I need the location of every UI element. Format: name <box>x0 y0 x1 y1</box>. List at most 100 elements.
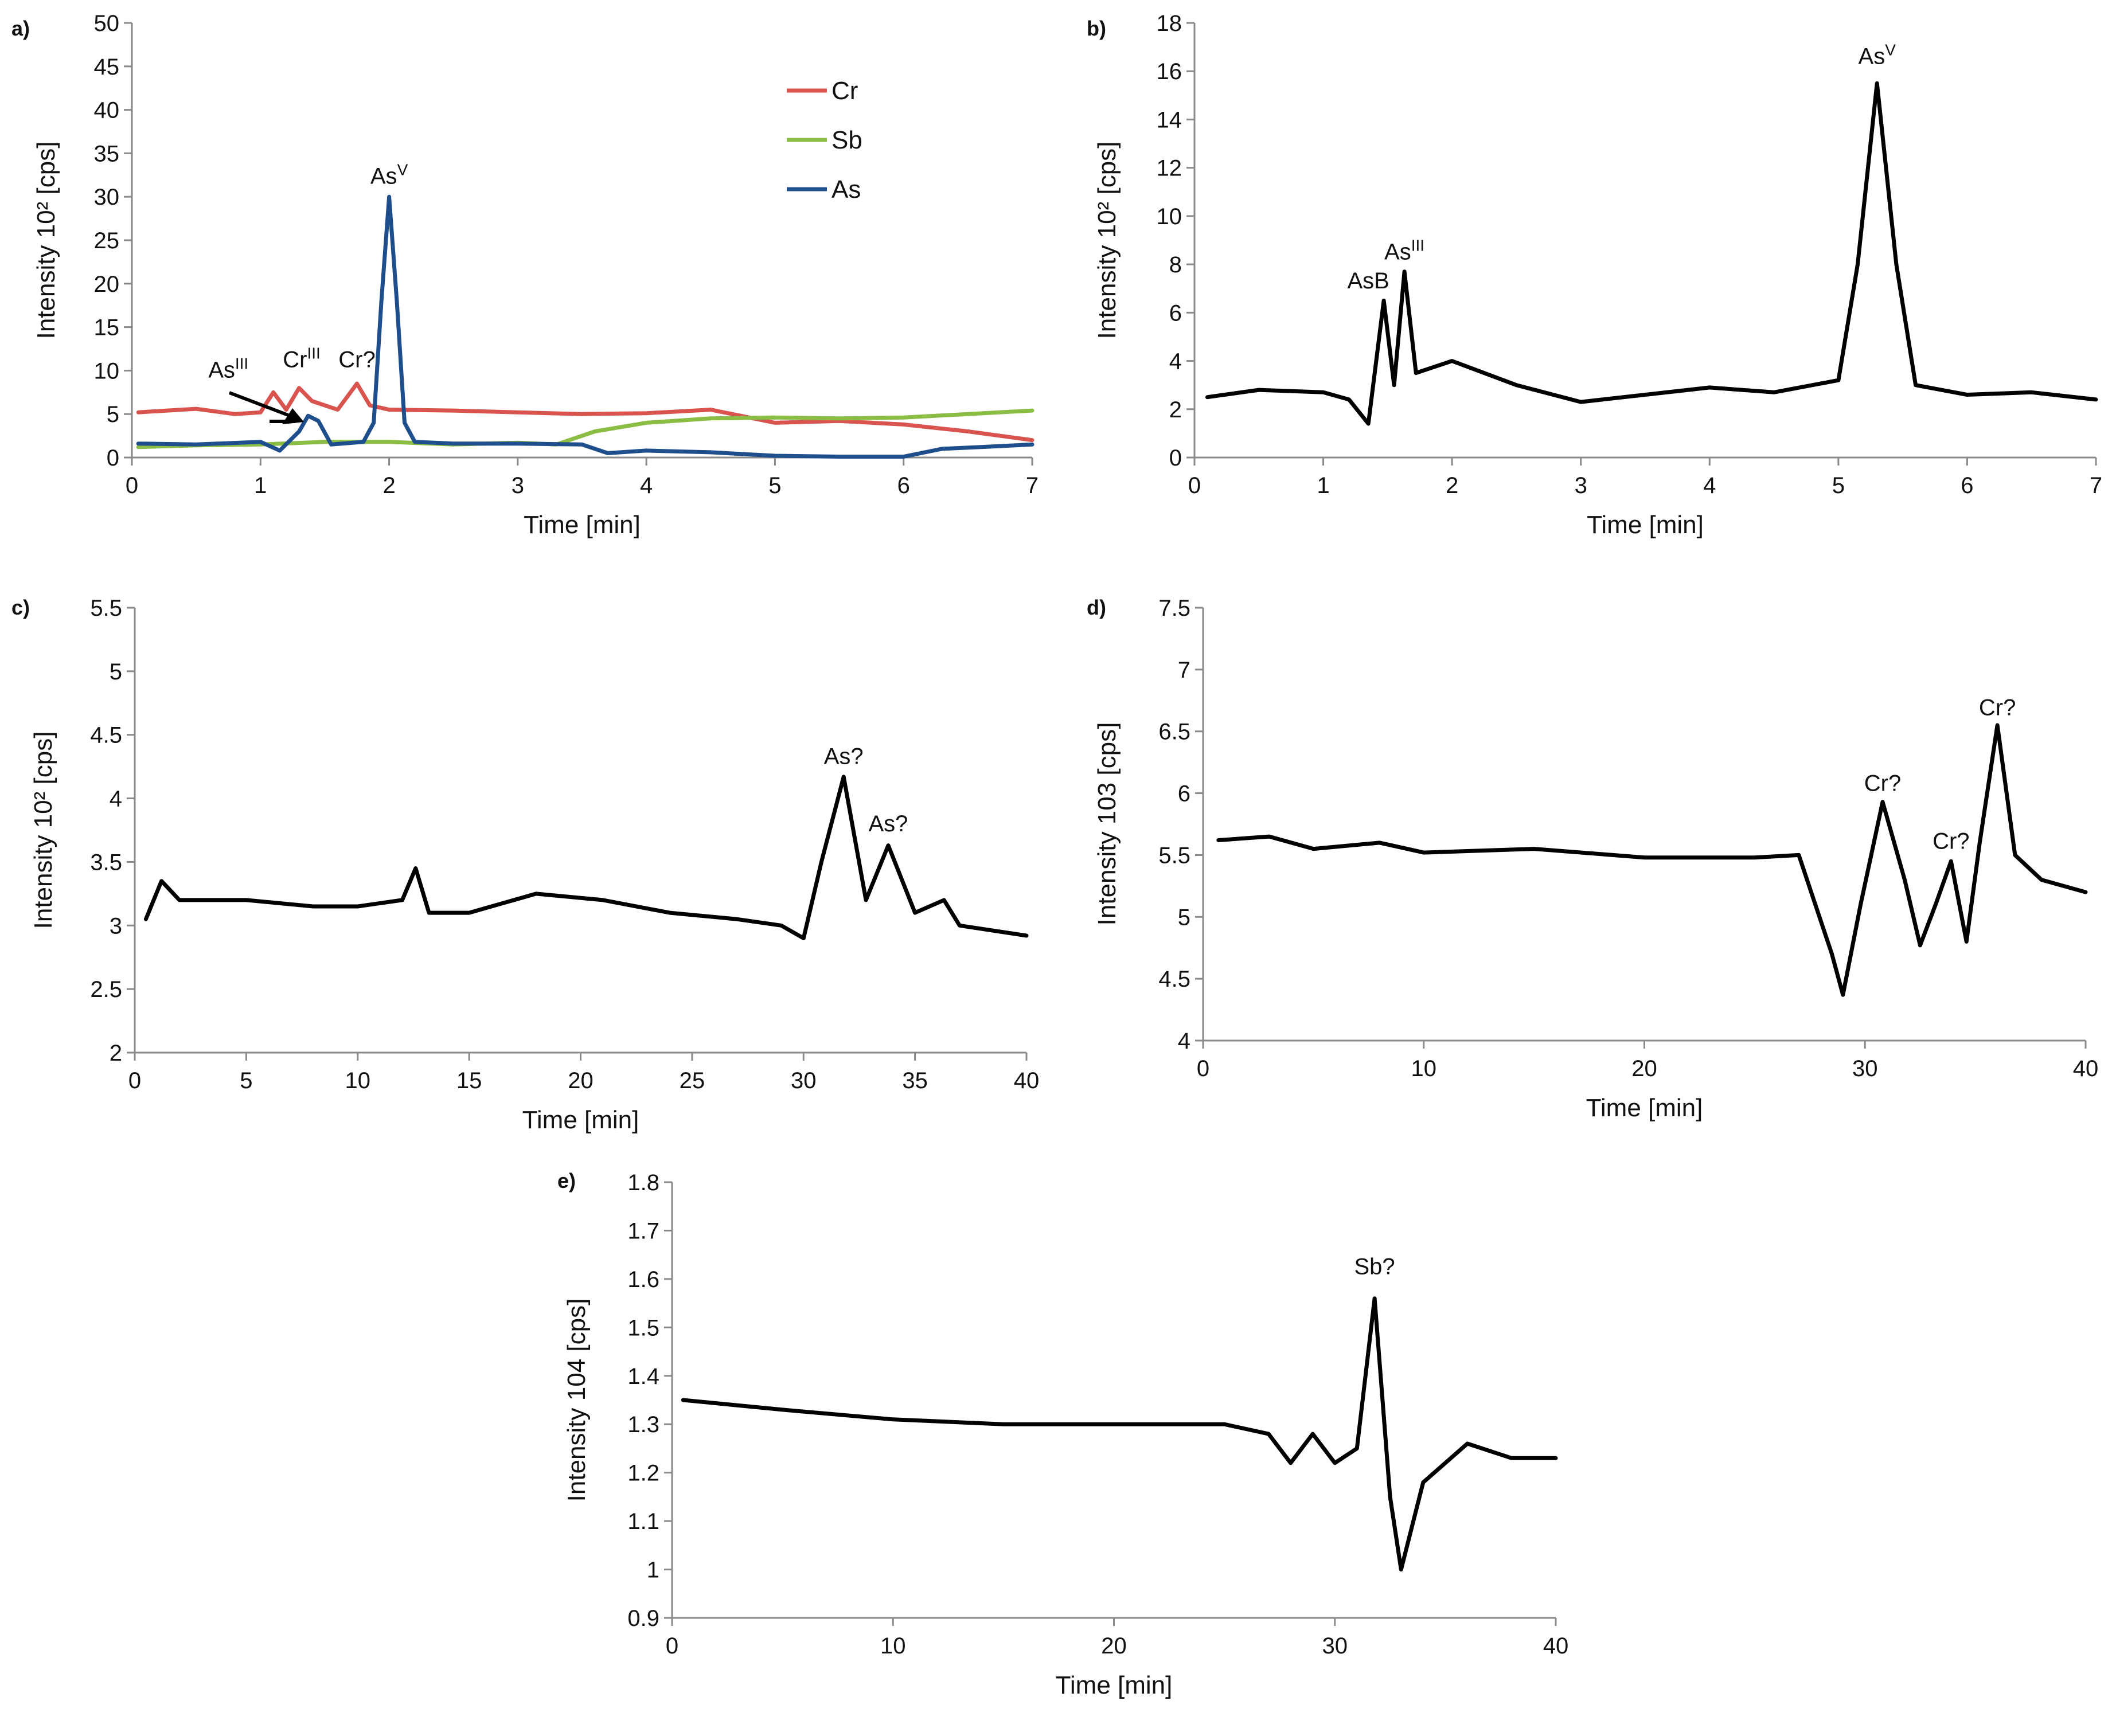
y-tick-label: 10 <box>94 358 120 384</box>
x-tick-label: 6 <box>897 473 910 498</box>
y-tick-label: 45 <box>94 54 120 80</box>
panel-label: b) <box>1087 17 1106 40</box>
x-tick-label: 5 <box>1832 473 1845 498</box>
y-tick-label: 1.7 <box>627 1218 659 1244</box>
x-tick-label: 30 <box>1852 1056 1878 1081</box>
y-tick-label: 1.1 <box>627 1509 659 1534</box>
x-tick-label: 3 <box>512 473 524 498</box>
peak-label: Cr? <box>1979 695 2016 721</box>
y-tick-label: 1.5 <box>627 1315 659 1340</box>
y-tick-label: 2.5 <box>90 977 122 1002</box>
series-line-signal <box>143 775 1029 940</box>
y-tick-label: 30 <box>94 185 120 210</box>
panel-label: d) <box>1087 596 1106 619</box>
y-tick-label: 25 <box>94 228 120 253</box>
y-tick-label: 6 <box>1169 300 1182 326</box>
panel-label: a) <box>11 17 30 40</box>
x-tick-label: 30 <box>1322 1633 1348 1659</box>
peak-label: CrIII <box>283 344 321 373</box>
y-tick-label: 2 <box>1169 397 1182 423</box>
peak-label: Sb? <box>1354 1254 1395 1279</box>
x-tick-label: 5 <box>768 473 781 498</box>
y-tick-label: 5 <box>107 402 119 427</box>
y-tick-label: 4.5 <box>1158 967 1190 992</box>
x-tick-label: 1 <box>1317 473 1329 498</box>
y-tick-label: 0 <box>107 445 119 471</box>
legend-label-as: As <box>831 175 861 204</box>
y-tick-label: 4 <box>110 787 122 812</box>
y-tick-label: 1.3 <box>627 1412 659 1437</box>
x-tick-label: 3 <box>1575 473 1587 498</box>
y-tick-label: 14 <box>1157 107 1182 132</box>
y-tick-label: 7.5 <box>1158 596 1190 621</box>
peak-label: Cr? <box>338 347 375 372</box>
y-tick-label: 6.5 <box>1158 720 1190 745</box>
y-tick-label: 3 <box>110 913 122 939</box>
legend: Cr Sb As <box>787 77 862 204</box>
series-line-cr <box>136 381 1034 443</box>
y-tick-label: 35 <box>94 141 120 166</box>
x-tick-label: 0 <box>126 473 138 498</box>
peak-label: AsIII <box>1384 236 1424 265</box>
x-tick-label: 0 <box>1197 1056 1209 1081</box>
x-tick-label: 4 <box>640 473 653 498</box>
x-tick-label: 7 <box>1026 473 1039 498</box>
y-tick-label: 40 <box>94 98 120 123</box>
arrow-line <box>228 391 291 417</box>
series-line-signal <box>681 1296 1558 1572</box>
chart-panel-e: e) 0.9 1 1.1 1.2 1.3 1.4 1.5 1.6 1.7 1.8 0 10 20 30 40 T… <box>557 1169 1568 1699</box>
x-axis-label: Time [min] <box>1587 511 1704 539</box>
y-tick-label: 2 <box>110 1041 122 1066</box>
x-tick-label: 30 <box>791 1068 817 1093</box>
y-tick-label: 5.5 <box>90 596 122 621</box>
y-tick-label: 5 <box>110 659 122 685</box>
y-tick-label: 4 <box>1169 349 1182 374</box>
peak-label: Cr? <box>1864 771 1901 796</box>
y-tick-label: 12 <box>1157 156 1182 181</box>
x-tick-label: 15 <box>456 1068 482 1093</box>
y-tick-label: 1.6 <box>627 1267 659 1292</box>
x-tick-label: 20 <box>1101 1633 1127 1659</box>
y-tick-label: 0 <box>1169 445 1182 471</box>
y-axis-label: Intensity 10² [cps] <box>1093 142 1121 339</box>
x-axis-label: Time [min] <box>522 1106 639 1134</box>
y-tick-label: 7 <box>1178 658 1190 683</box>
peak-label: As? <box>869 811 908 836</box>
x-axis-label: Time [min] <box>1586 1094 1703 1122</box>
x-tick-label: 0 <box>666 1633 678 1659</box>
series-line-as <box>136 194 1034 459</box>
peak-label: AsIII <box>208 354 248 383</box>
y-tick-label: 15 <box>94 315 120 341</box>
x-tick-label: 25 <box>680 1068 705 1093</box>
y-tick-label: 5 <box>1178 905 1190 930</box>
x-tick-label: 40 <box>1543 1633 1569 1659</box>
legend-label-sb: Sb <box>831 126 862 154</box>
y-axis-label: Intensity 10² [cps] <box>32 142 60 339</box>
peak-label: AsB <box>1347 268 1389 294</box>
y-axis-label: Intensity 104 [cps] <box>563 1299 591 1502</box>
y-tick-label: 50 <box>94 11 120 36</box>
y-tick-label: 18 <box>1157 11 1182 36</box>
x-tick-label: 40 <box>1014 1068 1040 1093</box>
x-tick-label: 10 <box>1411 1056 1437 1081</box>
legend-label-cr: Cr <box>831 77 858 105</box>
y-tick-label: 1 <box>647 1558 659 1583</box>
y-tick-label: 1.8 <box>627 1170 659 1195</box>
peak-label: AsV <box>370 161 408 189</box>
x-tick-label: 20 <box>568 1068 594 1093</box>
x-tick-label: 0 <box>128 1068 141 1093</box>
x-tick-label: 6 <box>1961 473 1973 498</box>
series-line-signal <box>1216 723 2088 997</box>
y-tick-label: 5.5 <box>1158 843 1190 868</box>
x-tick-label: 35 <box>902 1068 928 1093</box>
y-tick-label: 1.2 <box>627 1461 659 1486</box>
y-tick-label: 4.5 <box>90 723 122 748</box>
y-tick-label: 4 <box>1178 1029 1190 1054</box>
peak-label: AsV <box>1859 41 1896 69</box>
x-tick-label: 1 <box>254 473 267 498</box>
x-tick-label: 0 <box>1188 473 1201 498</box>
x-tick-label: 2 <box>1446 473 1458 498</box>
